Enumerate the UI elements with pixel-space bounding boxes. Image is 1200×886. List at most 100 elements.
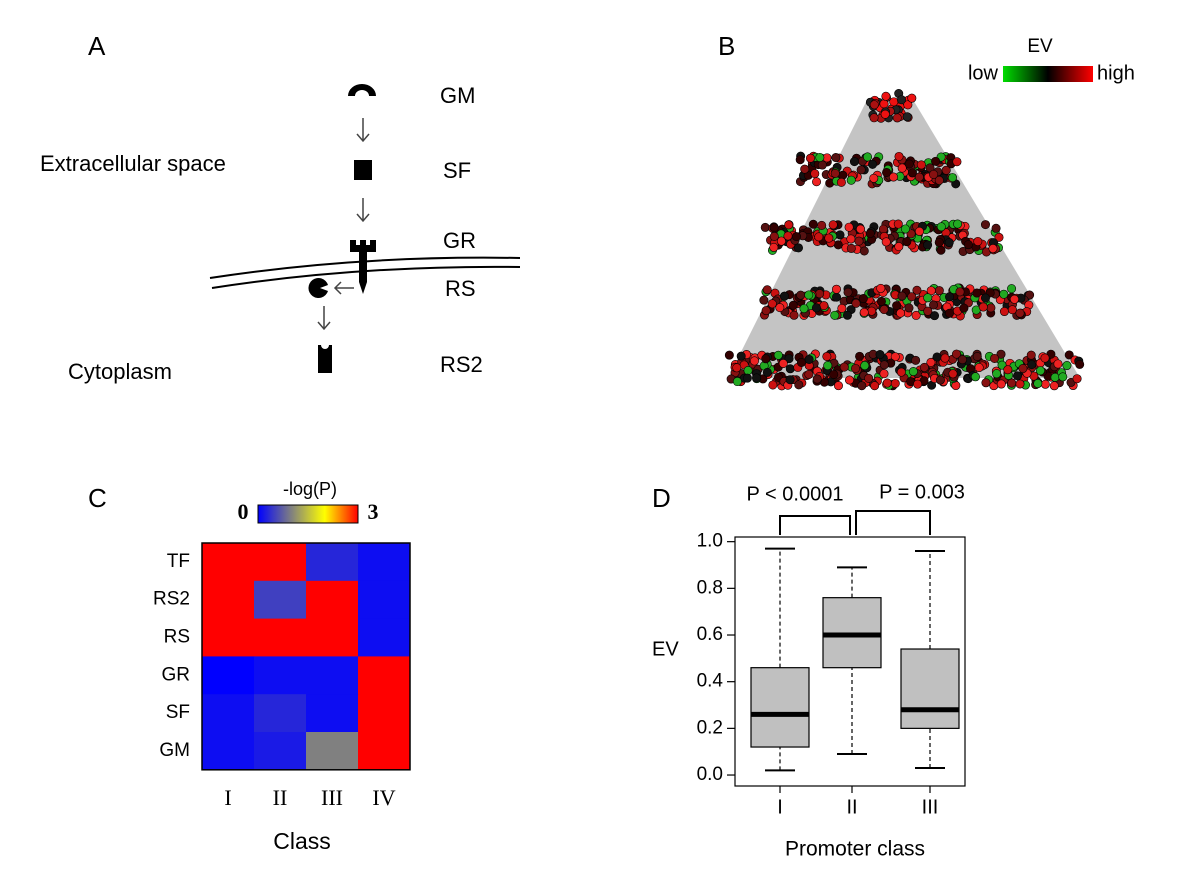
node — [931, 156, 941, 166]
node — [980, 293, 990, 303]
node — [815, 152, 825, 162]
heat-cell — [358, 656, 411, 695]
node — [793, 243, 803, 253]
node — [810, 169, 820, 179]
node — [1049, 381, 1059, 391]
node — [986, 303, 996, 313]
heat-cell — [202, 618, 255, 657]
heat-cell — [254, 543, 307, 582]
node — [948, 173, 958, 183]
network-nodes — [724, 89, 1085, 391]
heat-cell — [202, 656, 255, 695]
node — [880, 109, 890, 119]
node — [923, 306, 933, 316]
node — [830, 310, 840, 320]
node — [1050, 372, 1060, 382]
node — [1040, 379, 1050, 389]
node — [881, 237, 891, 247]
row-label: GM — [159, 740, 190, 761]
node — [904, 159, 914, 169]
legend-gradient — [1003, 66, 1093, 82]
heat-cell — [306, 732, 359, 771]
node — [1007, 378, 1017, 388]
node — [804, 369, 814, 379]
region-label: Cytoplasm — [68, 359, 172, 384]
node — [916, 160, 926, 170]
node — [762, 367, 772, 377]
node — [819, 301, 829, 311]
node — [833, 240, 843, 250]
node — [991, 223, 1001, 233]
x-axis-label: Class — [273, 828, 331, 854]
node — [892, 113, 902, 123]
row-label: GR — [162, 664, 191, 685]
node — [972, 288, 982, 298]
node — [1053, 359, 1063, 369]
node — [817, 160, 827, 170]
node — [904, 303, 914, 313]
node — [974, 363, 984, 373]
node — [919, 362, 929, 372]
heat-cell — [306, 694, 359, 733]
node — [870, 381, 880, 391]
diagram-shapes — [308, 84, 376, 373]
x-tick-label: I — [224, 785, 231, 810]
row-label: TF — [167, 551, 190, 572]
node — [752, 373, 762, 383]
panel-letter: C — [88, 483, 107, 513]
molecule-label: SF — [443, 158, 471, 183]
node — [832, 292, 842, 302]
molecule-label: GR — [443, 228, 476, 253]
node — [773, 350, 783, 360]
node — [970, 372, 980, 382]
node — [805, 153, 815, 163]
y-tick-label: 0.8 — [697, 577, 723, 598]
node — [963, 240, 973, 250]
node — [1033, 379, 1043, 389]
node — [844, 222, 854, 232]
node — [894, 242, 904, 252]
node — [936, 245, 946, 255]
node — [914, 226, 924, 236]
node — [908, 367, 918, 377]
node — [907, 93, 917, 103]
heat-cell — [358, 618, 411, 657]
node — [903, 100, 913, 110]
x-tick-label: II — [273, 785, 288, 810]
node — [889, 97, 899, 107]
node — [788, 300, 798, 310]
node — [769, 231, 779, 241]
plot-frame — [734, 536, 966, 787]
node — [749, 356, 759, 366]
y-tick-label: 1.0 — [697, 531, 723, 552]
node — [911, 310, 921, 320]
heat-cell — [202, 732, 255, 771]
node — [1015, 308, 1025, 318]
node — [769, 223, 779, 233]
node — [1035, 366, 1045, 376]
node — [736, 351, 746, 361]
node — [796, 357, 806, 367]
node — [767, 299, 777, 309]
node — [768, 380, 778, 390]
membrane — [209, 256, 521, 289]
node — [822, 351, 832, 361]
node — [844, 375, 854, 385]
node — [836, 177, 846, 187]
node — [934, 175, 944, 185]
node — [732, 377, 742, 387]
bracket — [855, 510, 931, 535]
node — [907, 292, 917, 302]
node — [972, 351, 982, 361]
node — [792, 232, 802, 242]
node — [911, 355, 921, 365]
heat-cell — [254, 580, 307, 620]
node — [876, 296, 886, 306]
node — [856, 165, 866, 175]
node — [879, 305, 889, 315]
node — [785, 375, 795, 385]
heat-cell — [202, 543, 255, 582]
colorbar-label: -log(P) — [283, 479, 337, 499]
node — [876, 283, 886, 293]
